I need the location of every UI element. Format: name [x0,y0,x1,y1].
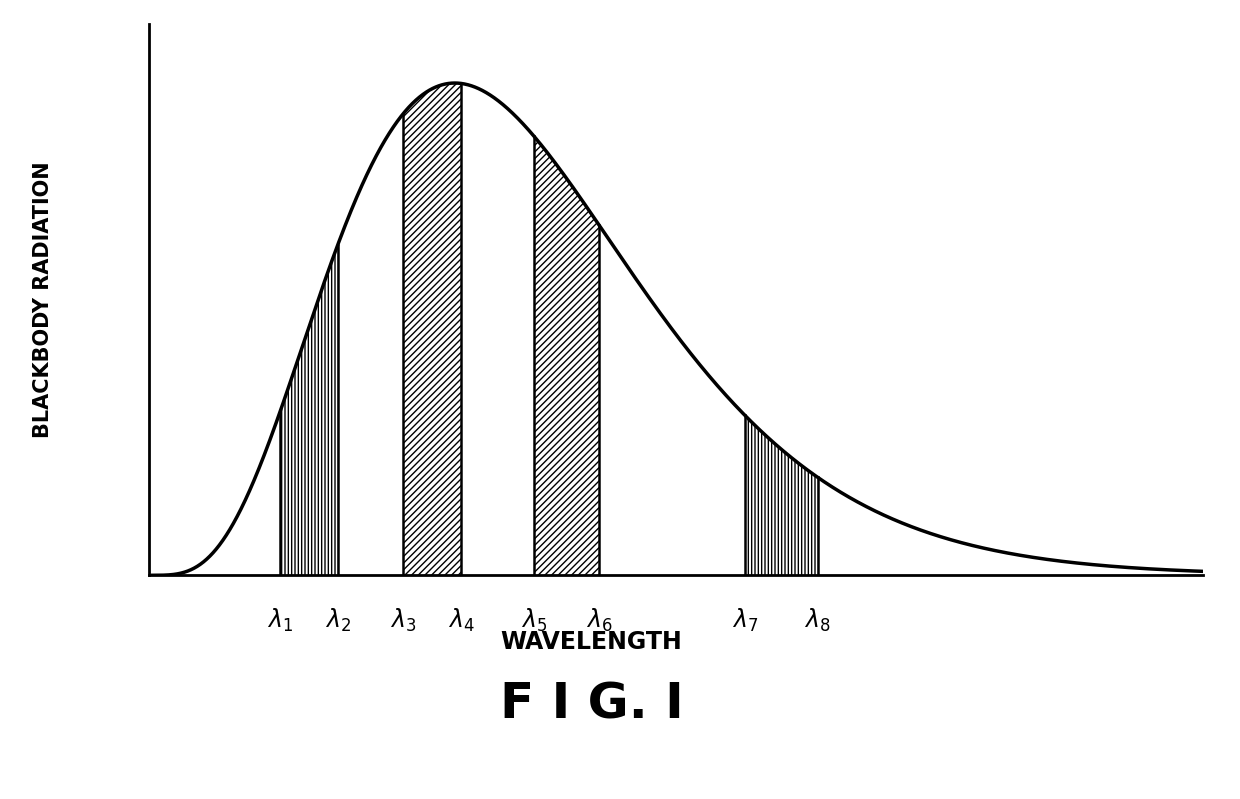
Text: F I G. I: F I G. I [500,680,683,728]
Text: BLACKBODY RADIATION: BLACKBODY RADIATION [33,161,53,438]
Text: $\lambda_{1}$: $\lambda_{1}$ [267,607,293,634]
Text: $\lambda_{7}$: $\lambda_{7}$ [732,607,758,634]
Text: WAVELENGTH: WAVELENGTH [501,630,682,654]
Text: $\lambda_{5}$: $\lambda_{5}$ [521,607,547,634]
Text: $\lambda_{8}$: $\lambda_{8}$ [805,607,831,634]
Text: $\lambda_{2}$: $\lambda_{2}$ [325,607,351,634]
Text: $\lambda_{3}$: $\lambda_{3}$ [391,607,417,634]
Text: $\lambda_{4}$: $\lambda_{4}$ [448,607,475,634]
Text: $\lambda_{6}$: $\lambda_{6}$ [587,607,613,634]
